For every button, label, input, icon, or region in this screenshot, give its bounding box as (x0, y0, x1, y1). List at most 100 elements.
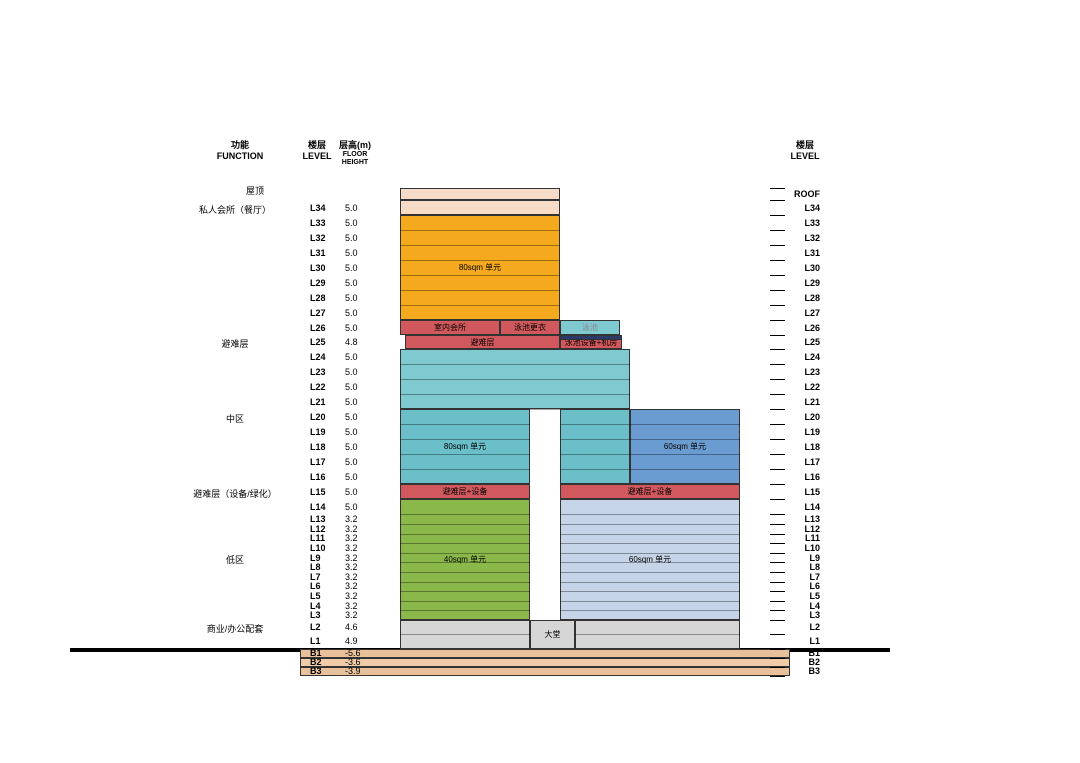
lvl-right-L33: L33 (790, 218, 820, 228)
tick-B1 (770, 649, 785, 650)
ht-L11: 3.2 (345, 533, 358, 543)
ht-L7: 3.2 (345, 572, 358, 582)
lvl-left-L19: L19 (310, 427, 326, 437)
tick-L6 (770, 582, 785, 583)
ht-L8: 3.2 (345, 562, 358, 572)
lvl-right-L34: L34 (790, 203, 820, 213)
lvl-right-L32: L32 (790, 233, 820, 243)
block-20 (300, 649, 790, 658)
tick-L18 (770, 439, 785, 440)
lvl-left-L21: L21 (310, 397, 326, 407)
lvl-left-L9: L9 (310, 553, 321, 563)
ht-L29: 5.0 (345, 278, 358, 288)
block-10: 80sqm 单元 (400, 409, 530, 484)
ht-L10: 3.2 (345, 543, 358, 553)
hdr-height-cn: 层高(m) (335, 140, 375, 151)
ht-L16: 5.0 (345, 472, 358, 482)
tick-L3 (770, 610, 785, 611)
tick-B3 (770, 667, 785, 668)
lvl-left-L12: L12 (310, 524, 326, 534)
block-0 (400, 188, 560, 200)
lvl-left-L30: L30 (310, 263, 326, 273)
block-4: 泳池更衣 (500, 320, 560, 335)
block-11 (560, 409, 630, 484)
lvl-left-L1: L1 (310, 636, 321, 646)
lvl-left-L15: L15 (310, 487, 326, 497)
lvl-right-L8: L8 (790, 562, 820, 572)
lvl-left-L7: L7 (310, 572, 321, 582)
hdr-rlevel-en: LEVEL (790, 151, 820, 162)
ht-L17: 5.0 (345, 457, 358, 467)
ht-L24: 5.0 (345, 352, 358, 362)
hdr-function-en: FUNCTION (215, 151, 265, 162)
lvl-right-L12: L12 (790, 524, 820, 534)
tick-L4 (770, 601, 785, 602)
lvl-right-L28: L28 (790, 293, 820, 303)
label-roof: 屋顶 (230, 184, 280, 197)
fn-L20: 中区 (180, 412, 290, 425)
block-18: 大堂 (530, 620, 575, 649)
tick-L20 (770, 409, 785, 410)
tick-L11 (770, 534, 785, 535)
ht-L14: 5.0 (345, 502, 358, 512)
lvl-left-L13: L13 (310, 514, 326, 524)
hdr-level-en: LEVEL (302, 151, 332, 162)
lvl-left-L17: L17 (310, 457, 326, 467)
fn-L34: 私人会所（餐厅） (180, 203, 290, 216)
lvl-right-L20: L20 (790, 412, 820, 422)
tick-L33 (770, 215, 785, 216)
lvl-right-L7: L7 (790, 572, 820, 582)
ht-L25: 4.8 (345, 337, 358, 347)
block-14: 避难层+设备 (560, 484, 740, 499)
tick-L27 (770, 305, 785, 306)
lvl-left-L2: L2 (310, 622, 321, 632)
tick-L21 (770, 394, 785, 395)
tick-L13 (770, 514, 785, 515)
block-1 (400, 200, 560, 215)
tick-L14 (770, 499, 785, 500)
lvl-right-L26: L26 (790, 323, 820, 333)
ht-L12: 3.2 (345, 524, 358, 534)
lvl-left-L3: L3 (310, 610, 321, 620)
tick-L32 (770, 230, 785, 231)
ht-L30: 5.0 (345, 263, 358, 273)
ht-L1: 4.9 (345, 636, 358, 646)
ht-L18: 5.0 (345, 442, 358, 452)
ht-L22: 5.0 (345, 382, 358, 392)
ht-B3: -3.9 (345, 666, 361, 676)
lvl-left-L16: L16 (310, 472, 326, 482)
section-diagram: 功能FUNCTION楼层LEVEL层高(m)FLOOR HEIGHT楼层LEVE… (220, 140, 860, 720)
lvl-right-L13: L13 (790, 514, 820, 524)
fn-L2: 商业/办公配套 (180, 622, 290, 635)
tick-L15 (770, 484, 785, 485)
tick-L12 (770, 524, 785, 525)
lvl-left-L8: L8 (310, 562, 321, 572)
ht-L15: 5.0 (345, 487, 358, 497)
lvl-right-L27: L27 (790, 308, 820, 318)
fn-L25: 避难层 (180, 337, 290, 350)
lvl-right-B3: B3 (790, 666, 820, 676)
tick-L31 (770, 245, 785, 246)
tick-L24 (770, 349, 785, 350)
tick-L26 (770, 320, 785, 321)
lvl-right-ROOF: ROOF (790, 189, 820, 199)
block-15: 40sqm 单元 (400, 499, 530, 620)
lvl-right-L23: L23 (790, 367, 820, 377)
tick-L10 (770, 543, 785, 544)
hdr-rlevel-cn: 楼层 (790, 140, 820, 151)
lvl-right-L9: L9 (790, 553, 820, 563)
lvl-right-L18: L18 (790, 442, 820, 452)
ht-L3: 3.2 (345, 610, 358, 620)
ht-L9: 3.2 (345, 553, 358, 563)
block-5: 泳池 (560, 320, 620, 335)
hdr-height-en: FLOOR HEIGHT (335, 151, 375, 168)
lvl-left-L11: L11 (310, 533, 325, 543)
lvl-right-L29: L29 (790, 278, 820, 288)
lvl-left-L4: L4 (310, 601, 321, 611)
lvl-right-L11: L11 (790, 533, 820, 543)
lvl-right-L10: L10 (790, 543, 820, 553)
lvl-left-L5: L5 (310, 591, 321, 601)
tick-L8 (770, 562, 785, 563)
lvl-left-L14: L14 (310, 502, 326, 512)
ht-L31: 5.0 (345, 248, 358, 258)
